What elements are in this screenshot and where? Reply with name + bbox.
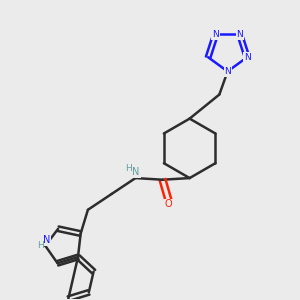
Text: N: N: [212, 30, 219, 39]
Text: H: H: [37, 241, 44, 250]
Text: N: N: [236, 30, 243, 39]
Text: N: N: [224, 67, 231, 76]
Text: N: N: [43, 235, 51, 245]
Text: N: N: [244, 53, 250, 62]
Text: O: O: [165, 200, 172, 209]
Text: H: H: [125, 164, 132, 173]
Text: N: N: [132, 167, 140, 177]
